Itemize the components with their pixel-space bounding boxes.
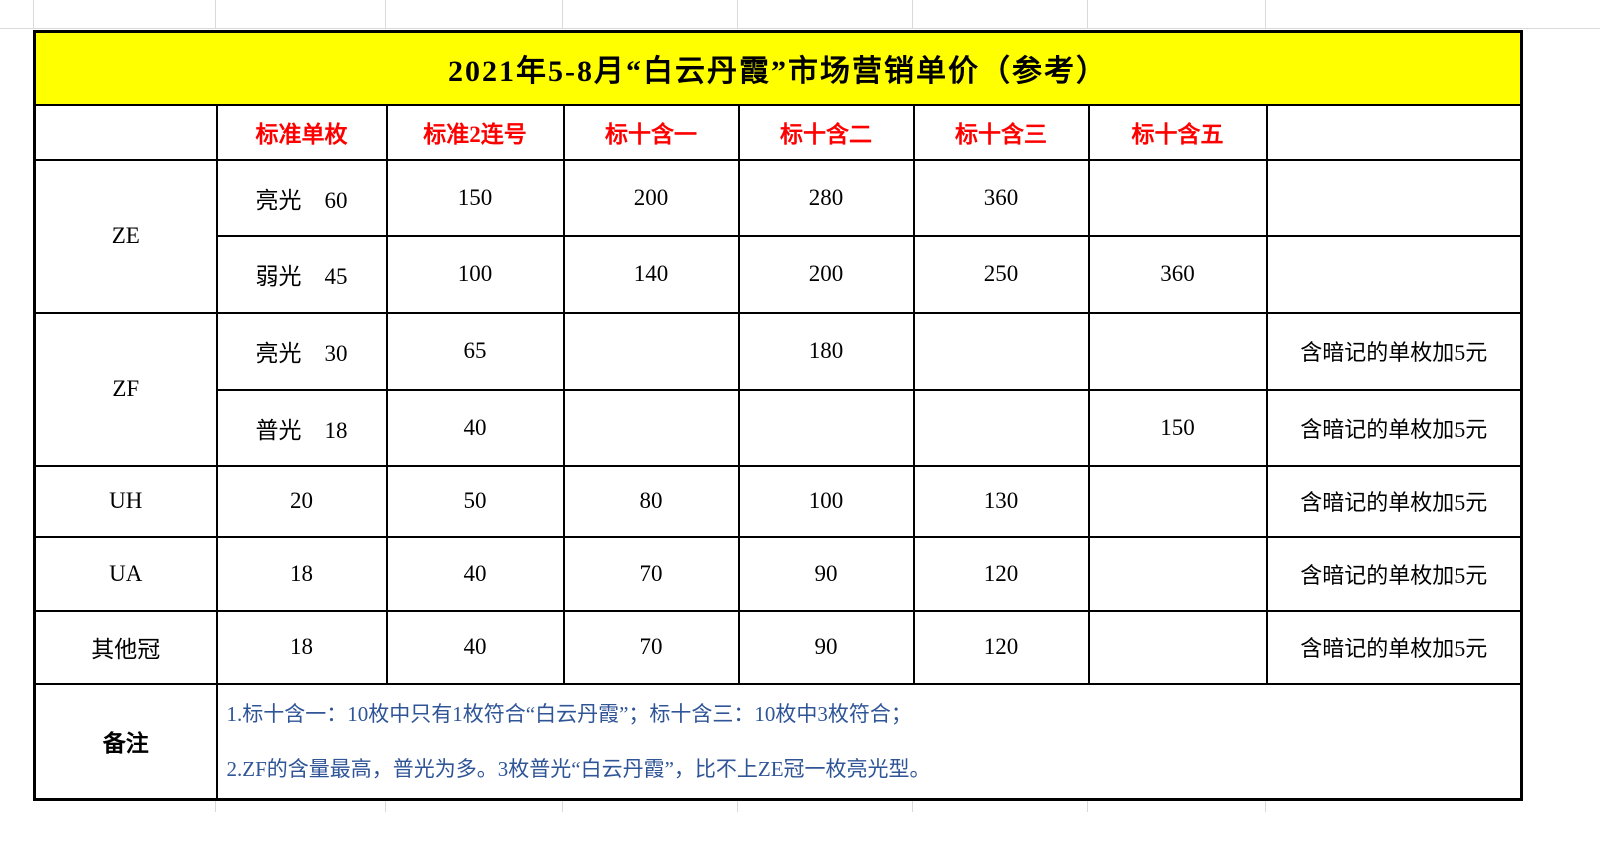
gridline xyxy=(912,798,913,812)
table-cell[interactable]: 含暗记的单枚加5元 xyxy=(1265,388,1523,467)
table-cell[interactable]: 40 xyxy=(385,388,565,467)
table-cell[interactable]: 含暗记的单枚加5元 xyxy=(1265,535,1523,612)
header-ten-contain-3[interactable]: 标十含三 xyxy=(912,103,1090,161)
gridline xyxy=(1087,0,1088,28)
table-cell[interactable]: 140 xyxy=(562,234,740,314)
gridline xyxy=(562,0,563,28)
table-cell[interactable]: 含暗记的单枚加5元 xyxy=(1265,464,1523,538)
row-label-ze[interactable]: ZE xyxy=(33,158,218,314)
gridline xyxy=(737,0,738,28)
table-cell[interactable]: 20 xyxy=(215,464,388,538)
table-cell[interactable]: 弱光 45 xyxy=(215,234,388,314)
table-cell[interactable]: 70 xyxy=(562,609,740,685)
table-cell[interactable]: 18 xyxy=(215,535,388,612)
table-cell[interactable]: 40 xyxy=(385,609,565,685)
table-cell[interactable]: 90 xyxy=(737,535,915,612)
table-cell[interactable] xyxy=(737,388,915,467)
table-cell[interactable]: 50 xyxy=(385,464,565,538)
header-ten-contain-5[interactable]: 标十含五 xyxy=(1087,103,1268,161)
price-table: 2021年5-8月“白云丹霞”市场营销单价（参考） 标准单枚 标准2连号 标十含… xyxy=(33,30,1523,801)
remark-line-2: 2.ZF的含量最高，普光为多。3枚普光“白云丹霞”，比不上ZE冠一枚亮光型。 xyxy=(226,756,931,781)
gridline xyxy=(33,0,34,28)
gridline xyxy=(1265,0,1266,28)
remark-text-block: 1.标十含一：10枚中只有1枚符合“白云丹霞”；标十含三：10枚中3枚符合； 2… xyxy=(219,700,1520,783)
table-cell[interactable]: 200 xyxy=(562,158,740,237)
table-cell[interactable] xyxy=(562,311,740,391)
table-cell[interactable]: 250 xyxy=(912,234,1090,314)
header-standard-single[interactable]: 标准单枚 xyxy=(215,103,388,161)
row-label-zf[interactable]: ZF xyxy=(33,311,218,467)
table-cell[interactable]: 亮光 60 xyxy=(215,158,388,237)
gridline xyxy=(912,0,913,28)
gridline xyxy=(562,798,563,812)
row-label-uh[interactable]: UH xyxy=(33,464,218,538)
table-cell[interactable]: 90 xyxy=(737,609,915,685)
table-cell[interactable]: 40 xyxy=(385,535,565,612)
header-note-column[interactable] xyxy=(1265,103,1523,161)
header-standard-2seq[interactable]: 标准2连号 xyxy=(385,103,565,161)
table-cell[interactable]: 18 xyxy=(215,609,388,685)
table-cell[interactable]: 360 xyxy=(912,158,1090,237)
gridline xyxy=(1087,798,1088,812)
table-cell[interactable]: 130 xyxy=(912,464,1090,538)
gridline xyxy=(737,798,738,812)
table-cell[interactable]: 普光 18 xyxy=(215,388,388,467)
gridline xyxy=(215,0,216,28)
table-cell[interactable] xyxy=(1087,158,1268,237)
table-cell[interactable]: 100 xyxy=(385,234,565,314)
table-cell[interactable] xyxy=(1087,535,1268,612)
remark-cell[interactable]: 1.标十含一：10枚中只有1枚符合“白云丹霞”；标十含三：10枚中3枚符合； 2… xyxy=(215,682,1523,801)
table-cell[interactable] xyxy=(1087,464,1268,538)
table-cell[interactable]: 360 xyxy=(1087,234,1268,314)
table-cell[interactable] xyxy=(1087,609,1268,685)
table-cell[interactable]: 200 xyxy=(737,234,915,314)
row-label-other[interactable]: 其他冠 xyxy=(33,609,218,685)
gridline xyxy=(1265,798,1266,812)
table-cell[interactable]: 150 xyxy=(385,158,565,237)
table-cell[interactable]: 150 xyxy=(1087,388,1268,467)
table-cell[interactable] xyxy=(1087,311,1268,391)
header-ten-contain-1[interactable]: 标十含一 xyxy=(562,103,740,161)
table-cell[interactable]: 180 xyxy=(737,311,915,391)
table-cell[interactable] xyxy=(562,388,740,467)
header-ten-contain-2[interactable]: 标十含二 xyxy=(737,103,915,161)
remark-label[interactable]: 备注 xyxy=(33,682,218,801)
table-cell[interactable] xyxy=(1265,158,1523,237)
header-cell-corner[interactable] xyxy=(33,103,218,161)
table-cell[interactable]: 65 xyxy=(385,311,565,391)
gridline xyxy=(385,798,386,812)
remark-line-1: 1.标十含一：10枚中只有1枚符合“白云丹霞”；标十含三：10枚中3枚符合； xyxy=(226,701,912,726)
table-title: 2021年5-8月“白云丹霞”市场营销单价（参考） xyxy=(33,30,1523,106)
table-cell[interactable] xyxy=(912,388,1090,467)
table-cell[interactable]: 含暗记的单枚加5元 xyxy=(1265,609,1523,685)
table-cell[interactable]: 120 xyxy=(912,535,1090,612)
table-cell[interactable]: 120 xyxy=(912,609,1090,685)
row-label-ua[interactable]: UA xyxy=(33,535,218,612)
table-cell[interactable]: 含暗记的单枚加5元 xyxy=(1265,311,1523,391)
table-cell[interactable]: 280 xyxy=(737,158,915,237)
gridline xyxy=(385,0,386,28)
table-cell[interactable] xyxy=(1265,234,1523,314)
table-cell[interactable]: 70 xyxy=(562,535,740,612)
gridline xyxy=(0,28,1600,29)
table-cell[interactable]: 亮光 30 xyxy=(215,311,388,391)
table-cell[interactable] xyxy=(912,311,1090,391)
gridline xyxy=(215,798,216,812)
table-cell[interactable]: 100 xyxy=(737,464,915,538)
table-cell[interactable]: 80 xyxy=(562,464,740,538)
